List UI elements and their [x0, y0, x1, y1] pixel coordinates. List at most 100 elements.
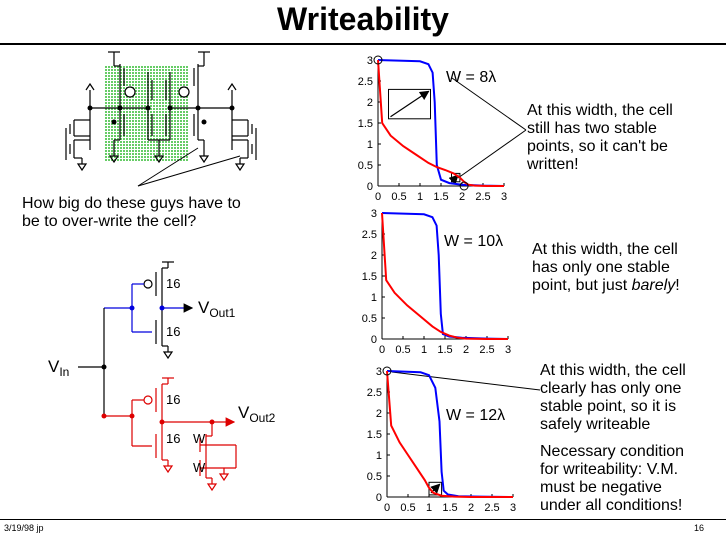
chart-2-width-label: W = 12λ — [446, 407, 505, 424]
vout1-label: VOut1 — [198, 298, 236, 320]
chart-1-ytick-label: 0 — [371, 334, 377, 346]
chart-1-series-blue — [381, 212, 509, 340]
vin-sub: In — [59, 365, 69, 379]
chart-1-xtick-label: 0.5 — [395, 344, 410, 356]
cross-coupled-inverters-highlight — [104, 66, 188, 162]
chart-2-xtick-label: 2.5 — [484, 502, 499, 514]
note-w10-line-1: At this width, the cell — [532, 241, 678, 258]
sram-cell-schematic — [65, 51, 257, 172]
access-width-label-1: W — [193, 431, 206, 446]
chart-2-xtick-label: 0.5 — [400, 502, 415, 514]
vin-label: VIn — [48, 357, 69, 379]
chart-2-series-blue — [386, 370, 514, 498]
chart-2-ytick-label: 2.5 — [367, 387, 382, 399]
condition-line-2: for writeability: V.M. — [540, 461, 679, 478]
chart-2-stable-point — [382, 366, 392, 376]
note-w10-line-2: has only one stable — [532, 259, 670, 276]
chart-2-ytick-label: 1.5 — [367, 429, 382, 441]
callout-w12 — [391, 371, 541, 391]
vtc-charts: 0 0.5 1 1.5 2 2.5 3 0 0.5 1 1.5 2 2.5 3 W = 8λ 0 0.5 1 1.5… — [358, 55, 516, 514]
chart-0-stable-point — [459, 181, 469, 191]
condition-line-4: under all conditions! — [540, 497, 683, 514]
chart-0-ytick-label: 0.5 — [358, 160, 373, 172]
chart-1-ytick-label: 1.5 — [362, 271, 377, 283]
vin-node — [101, 364, 107, 370]
slide-title: Writeability — [277, 1, 449, 37]
note-w12-line-3: stable point, so it is — [540, 398, 677, 415]
chart-2-ytick-label: 1 — [376, 450, 382, 462]
nmos1-width-label: 16 — [166, 324, 180, 339]
note-w8-line-1: At this width, the cell — [527, 102, 673, 119]
vout2-sub: Out2 — [249, 411, 275, 425]
chart-0-width-label: W = 8λ — [446, 69, 496, 86]
chart-1-series-red — [381, 212, 508, 340]
nmos2-width-label: 16 — [166, 431, 180, 446]
note-w10-post: ! — [675, 277, 680, 294]
chart-2-xtick-label: 0 — [384, 502, 390, 514]
footer-rule — [0, 519, 726, 520]
vin-wiring — [78, 308, 105, 416]
chart-1-ytick-label: 2.5 — [362, 229, 377, 241]
note-w12-line-4: safely writeable — [540, 416, 651, 433]
chart-2-ytick-label: 2 — [376, 408, 382, 420]
chart-0-stable-point — [373, 55, 383, 65]
inverter-2-nodes — [101, 413, 215, 425]
chart-1-ytick-label: 3 — [371, 208, 377, 220]
vout1-sub: Out1 — [209, 306, 235, 320]
note-w12-line-1: At this width, the cell — [540, 362, 686, 379]
chart-0-ytick-label: 2 — [367, 97, 373, 109]
chart-0-xtick-label: 3 — [501, 191, 507, 203]
chart-2-xtick-label: 3 — [510, 502, 516, 514]
chart-0-noise-margin-square — [388, 88, 431, 120]
chart-1-xtick-label: 2 — [463, 344, 469, 356]
chart-0-xtick-label: 2 — [459, 191, 465, 203]
chart-0-ytick-label: 1.5 — [358, 118, 373, 130]
chart-0-xtick-label: 0.5 — [391, 191, 406, 203]
callout-w8-bottom — [457, 129, 527, 179]
chart-2-ytick-label: 0.5 — [367, 471, 382, 483]
chart-0-square-diagonal — [390, 90, 430, 118]
note-w10-pre: point, but just — [532, 277, 632, 294]
chart-2-ytick-label: 0 — [376, 492, 382, 504]
vout2-main: V — [238, 403, 250, 422]
chart-1-xtick-label: 1.5 — [437, 344, 452, 356]
chart-1-ytick-label: 2 — [371, 250, 377, 262]
vout1-main: V — [198, 298, 210, 317]
note-w8-line-3: points, so it can't be — [527, 138, 668, 155]
chart-2-xtick-label: 2 — [468, 502, 474, 514]
condition-line-3: must be negative — [540, 479, 662, 496]
sram-cell-nodes — [87, 105, 235, 125]
chart-1-xtick-label: 0 — [379, 344, 385, 356]
note-w12-line-2: clearly has only one — [540, 380, 682, 397]
chart-1-ytick-label: 1 — [371, 292, 377, 304]
chart-1: 0 0.5 1 1.5 2 2.5 3 0 0.5 1 1.5 2 2.5 3 W = 10λ — [362, 208, 511, 356]
title-divider — [0, 43, 726, 45]
access-width-label-2: W — [193, 460, 206, 475]
chart-2-xtick-label: 1 — [426, 502, 432, 514]
chart-0-xtick-label: 1.5 — [433, 191, 448, 203]
chart-0-ytick-label: 0 — [367, 181, 373, 193]
note-w8-line-4: written! — [527, 156, 579, 173]
chart-1-width-label: W = 10λ — [444, 233, 503, 250]
inverter-1-nodes — [129, 305, 165, 311]
chart-1-ytick-label: 0.5 — [362, 313, 377, 325]
chart-1-xtick-label: 1 — [421, 344, 427, 356]
condition-line-1: Necessary condition — [540, 443, 685, 460]
callout-w8-top — [451, 77, 527, 131]
question-line-1: How big do these guys have to — [22, 195, 241, 212]
chart-0-xtick-label: 1 — [417, 191, 423, 203]
pmos2-width-label: 16 — [166, 392, 180, 407]
note-w8-line-2: still has two stable — [527, 120, 657, 137]
inverter-circuit-1 — [143, 261, 174, 360]
footer-date: 3/19/98 jp — [4, 523, 44, 533]
chart-0-series-red — [377, 59, 504, 187]
chart-2: 0 0.5 1 1.5 2 2.5 3 0 0.5 1 1.5 2 2.5 3 W = 12λ — [367, 366, 516, 514]
chart-2-ytick-label: 3 — [376, 366, 382, 378]
note-w10-emphasis: barely — [631, 277, 676, 294]
chart-0: 0 0.5 1 1.5 2 2.5 3 0 0.5 1 1.5 2 2.5 3 W = 8λ — [358, 55, 507, 203]
chart-1-xtick-label: 3 — [505, 344, 511, 356]
question-line-2: be to over-write the cell? — [22, 213, 197, 230]
question-pointer-lines — [137, 147, 241, 187]
chart-0-ytick-label: 1 — [367, 139, 373, 151]
